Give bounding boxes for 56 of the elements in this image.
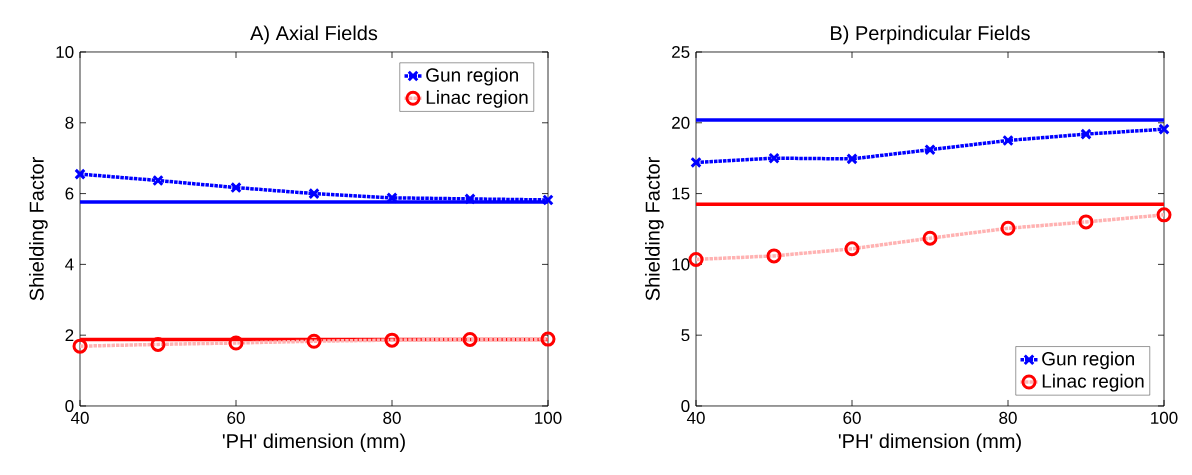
y-tick-label: 2 (65, 329, 74, 342)
point (690, 156, 702, 169)
point (384, 332, 400, 348)
x-tick-label: 80 (383, 411, 401, 424)
y-tick-label: 6 (65, 187, 74, 200)
legend-label: Linac region (1042, 373, 1144, 392)
y-tick-label: 5 (681, 329, 690, 342)
x-tick-label: 40 (686, 411, 705, 424)
point (540, 331, 556, 347)
point (306, 333, 322, 349)
legend-label: Gun region (1042, 351, 1134, 370)
x-tick-label: 100 (1151, 411, 1178, 424)
point (1080, 128, 1092, 140)
point (924, 143, 936, 156)
chart-title: A) Axial Fields (250, 25, 378, 45)
point (1158, 123, 1170, 135)
point (1002, 134, 1014, 147)
point (72, 338, 88, 354)
legend-label: Linac region (426, 90, 528, 108)
point (844, 241, 860, 257)
x-tick-label: 100 (535, 411, 562, 424)
point (230, 181, 242, 194)
point (464, 193, 476, 205)
x-axis-title: 'PH' dimension (mm) (222, 433, 405, 453)
point (1000, 220, 1016, 236)
point (1078, 214, 1094, 230)
legend-label: Gun region (426, 67, 518, 86)
x-tick-label: 40 (70, 411, 89, 424)
y-tick-label: 0 (65, 399, 74, 413)
point (766, 248, 782, 264)
point (74, 168, 86, 180)
y-tick-label: 4 (65, 258, 74, 271)
point (462, 331, 478, 347)
point (688, 251, 704, 267)
point (768, 152, 780, 164)
y-axis-title: Shielding Factor (29, 157, 48, 301)
x-tick-label: 80 (999, 411, 1017, 424)
x-tick-label: 60 (227, 411, 245, 424)
point (152, 174, 164, 187)
x-axis-title: 'PH' dimension (mm) (838, 433, 1021, 453)
y-tick-label: 15 (672, 187, 690, 200)
y-tick-label: 8 (65, 116, 74, 129)
y-tick-label: 20 (672, 116, 690, 129)
point (1156, 207, 1172, 223)
y-tick-label: 10 (56, 45, 74, 59)
x-tick-label: 60 (843, 411, 861, 424)
chart-title: B) Perpindicular Fields (831, 25, 1030, 45)
y-axis-title: Shielding Factor (645, 157, 664, 301)
point (922, 230, 938, 246)
point (846, 153, 858, 165)
y-tick-label: 25 (672, 45, 690, 59)
point (228, 335, 244, 351)
point (308, 187, 320, 200)
point (150, 336, 166, 352)
y-tick-label: 10 (672, 258, 690, 271)
y-tick-label: 0 (681, 399, 690, 413)
